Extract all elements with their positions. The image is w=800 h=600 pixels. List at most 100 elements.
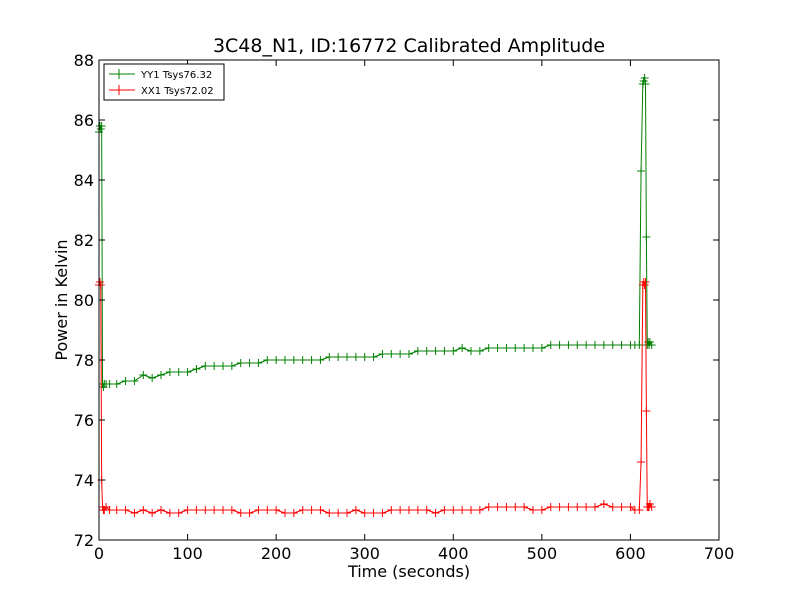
ticks-layer: 0 100 200 300 400 500 600 700 72 74 76 78 80 82 84 86 88 [74, 51, 735, 563]
data-point [227, 362, 236, 370]
data-point [555, 341, 564, 349]
data-point [599, 341, 608, 349]
legend-marker-yy1 [114, 69, 124, 79]
data-point [105, 380, 114, 388]
data-point [183, 506, 192, 514]
data-point [139, 506, 148, 514]
x-axis-title: Time (seconds) [347, 562, 470, 581]
data-point [157, 506, 165, 514]
data-point [360, 353, 369, 361]
legend-box [103, 63, 225, 101]
data-point [281, 356, 289, 364]
x-tick-label: 0 [94, 544, 104, 563]
x-tick-label: 300 [349, 544, 380, 563]
data-point [405, 350, 413, 358]
data-point [263, 356, 272, 364]
data-point [236, 509, 245, 517]
data-point [608, 503, 617, 511]
data-point [227, 506, 236, 514]
data-point [201, 362, 210, 370]
data-point [174, 368, 183, 376]
data-point [130, 377, 139, 385]
data-point [165, 368, 174, 376]
data-point [449, 506, 458, 514]
data-point [316, 506, 325, 514]
data-point [316, 356, 325, 364]
data-point [582, 503, 591, 511]
data-point [608, 341, 617, 349]
data-point [307, 356, 316, 364]
data-point [537, 506, 546, 514]
data-point [369, 509, 378, 517]
data-point [529, 344, 537, 352]
data-point [272, 356, 281, 364]
data-point [289, 356, 298, 364]
y-tick-label: 76 [74, 411, 94, 430]
data-point [96, 281, 105, 289]
data-point [431, 509, 440, 517]
data-point [484, 503, 493, 511]
data-point [236, 359, 245, 367]
legend-entry-yy1: YY1 Tsys76.32 [109, 69, 212, 81]
data-point [440, 347, 449, 355]
data-point [637, 458, 646, 466]
y-tick-label: 74 [74, 471, 94, 490]
data-point [130, 509, 139, 517]
data-point [493, 344, 502, 352]
data-point [520, 503, 529, 511]
data-point [591, 503, 599, 511]
data-point [325, 509, 334, 517]
data-point [520, 344, 529, 352]
legend-marker-xx1 [114, 85, 124, 95]
data-point [396, 506, 405, 514]
legend: YY1 Tsys76.32 XX1 Tsys72.02 [103, 63, 225, 101]
data-point [148, 374, 157, 382]
series-xx1 [95, 278, 656, 517]
data-point [121, 377, 130, 385]
y-tick-label: 72 [74, 531, 94, 550]
data-point [351, 506, 360, 514]
data-point [642, 233, 651, 241]
data-point [637, 167, 646, 175]
data-point [467, 347, 475, 355]
data-point [413, 506, 422, 514]
data-point [148, 509, 157, 517]
data-point [263, 506, 272, 514]
data-point [440, 506, 449, 514]
x-tick-label: 400 [438, 544, 469, 563]
y-tick-label: 78 [74, 351, 94, 370]
data-point [245, 509, 254, 517]
data-point [564, 341, 573, 349]
data-point [413, 347, 422, 355]
data-point [112, 506, 121, 514]
data-point [112, 380, 121, 388]
data-point [431, 347, 440, 355]
data-point [378, 509, 387, 517]
series-layer [95, 74, 656, 517]
x-tick-label: 200 [261, 544, 292, 563]
data-point [219, 362, 227, 370]
data-point [396, 350, 405, 358]
data-point [210, 362, 219, 370]
data-point [105, 506, 114, 514]
y-tick-label: 84 [74, 171, 94, 190]
data-point [564, 503, 573, 511]
data-point [617, 503, 626, 511]
data-point [272, 506, 281, 514]
data-point [201, 506, 210, 514]
data-point [210, 506, 219, 514]
data-point [511, 344, 520, 352]
data-point [183, 368, 192, 376]
data-point [573, 503, 582, 511]
data-point [582, 341, 591, 349]
series-yy1 [95, 74, 656, 391]
data-point [647, 341, 656, 349]
data-point [458, 344, 467, 352]
data-point [502, 344, 511, 352]
data-point [641, 80, 650, 88]
data-point [387, 350, 396, 358]
x-tick-label: 500 [527, 544, 558, 563]
data-point [298, 356, 307, 364]
data-point [405, 506, 413, 514]
